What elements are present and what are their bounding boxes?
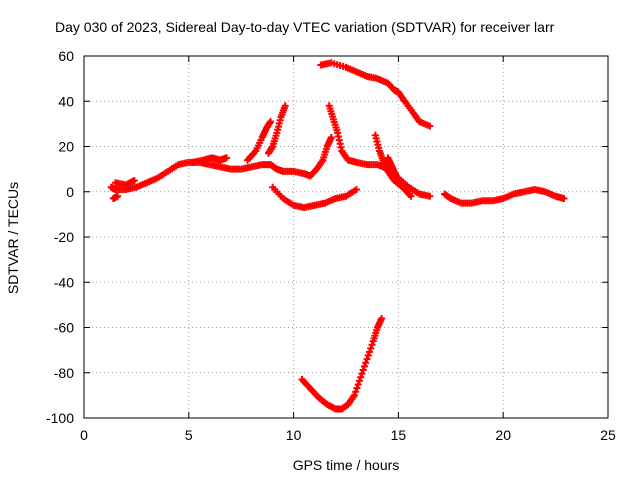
series-arc-1: [107, 158, 314, 193]
data-point: [223, 154, 231, 162]
series-arc-4: [189, 154, 231, 166]
grid: [84, 56, 608, 418]
data-point: [426, 192, 434, 200]
y-tick-label: -100: [46, 410, 74, 426]
data-point: [426, 122, 434, 130]
x-tick-label: 25: [600, 427, 616, 443]
data-point: [355, 377, 363, 385]
y-tick-label: -20: [54, 229, 74, 245]
data-point: [360, 362, 368, 370]
series-arc-13: [441, 185, 568, 207]
x-tick-label: 5: [185, 427, 193, 443]
series-arc-11: [371, 131, 415, 200]
y-tick-label: -80: [54, 365, 74, 381]
series-arc-3: [111, 176, 138, 189]
data-point: [357, 373, 365, 381]
data-point: [364, 352, 372, 360]
series-arc-8: [306, 133, 335, 180]
data-point: [358, 370, 366, 378]
data-point: [359, 366, 367, 374]
y-tick-label: 0: [66, 184, 74, 200]
data-point: [352, 185, 360, 193]
series-arc-7: [269, 183, 360, 212]
x-axis: 0 5 10 15 20 25: [80, 56, 616, 443]
series-arc-14: [298, 314, 386, 413]
series-arc-6: [264, 102, 289, 157]
series-arc-2: [109, 192, 122, 203]
data-point: [362, 359, 370, 367]
y-tick-label: 20: [58, 139, 74, 155]
y-axis-label: SDTVAR / TECUs: [5, 182, 21, 294]
data-point: [353, 384, 361, 392]
data-point: [378, 314, 386, 322]
plot-frame: [83, 55, 609, 419]
data-point: [327, 133, 335, 141]
x-axis-label: GPS time / hours: [293, 457, 400, 473]
y-axis: -100 -80 -60 -40 -20 0 20 40 60: [46, 48, 608, 426]
series-arc-12: [384, 154, 400, 180]
data-point: [130, 176, 138, 184]
series-arc-10: [317, 59, 434, 130]
x-tick-label: 0: [80, 427, 88, 443]
data-point: [363, 355, 371, 363]
data-point: [367, 344, 375, 352]
data-point: [281, 102, 289, 110]
data-point: [267, 118, 275, 126]
x-tick-label: 10: [286, 427, 302, 443]
data-point: [365, 348, 373, 356]
data-point: [368, 341, 376, 349]
data-point: [352, 388, 360, 396]
data-point: [350, 391, 358, 399]
data-point: [354, 381, 362, 389]
data-marks: [107, 59, 568, 413]
y-tick-label: 60: [58, 48, 74, 64]
x-tick-label: 20: [495, 427, 511, 443]
series-arc-5: [243, 118, 275, 164]
y-tick-label: -40: [54, 274, 74, 290]
data-point: [560, 195, 568, 203]
data-point: [407, 192, 415, 200]
x-tick-label: 15: [391, 427, 407, 443]
data-point: [114, 192, 122, 200]
chart-title: Day 030 of 2023, Sidereal Day-to-day VTE…: [55, 19, 555, 35]
data-point: [392, 172, 400, 180]
y-tick-label: -60: [54, 320, 74, 336]
y-tick-label: 40: [58, 93, 74, 109]
